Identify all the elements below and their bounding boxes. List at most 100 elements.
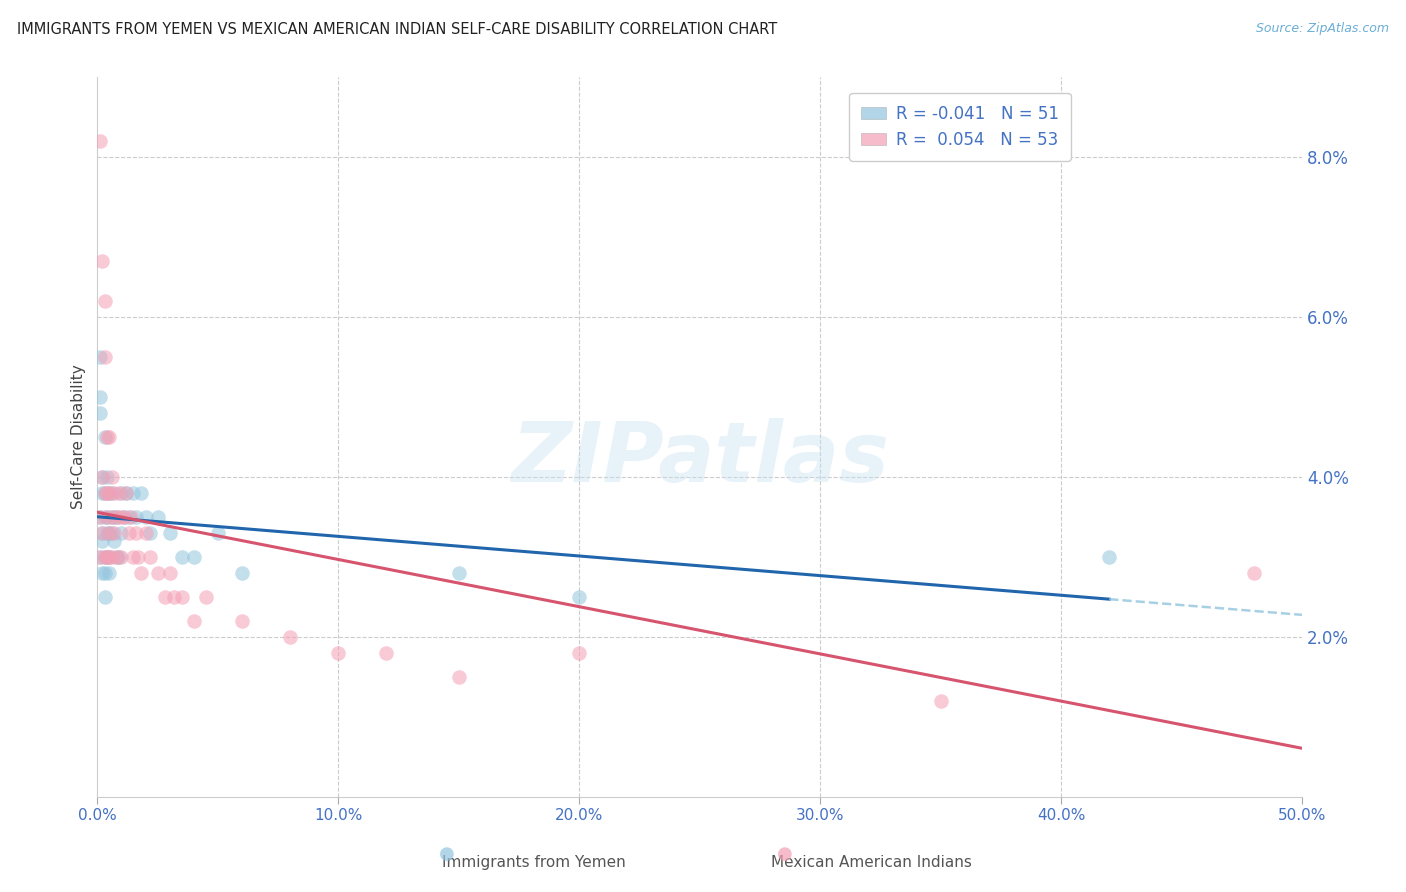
Point — [278, 630, 301, 644]
Point — [98, 566, 121, 580]
Point — [170, 590, 193, 604]
Point — [101, 525, 124, 540]
Point — [447, 566, 470, 580]
Point — [101, 549, 124, 564]
Point — [183, 549, 205, 564]
Point — [105, 510, 128, 524]
Point — [135, 510, 157, 524]
Point — [146, 566, 169, 580]
Point — [110, 510, 132, 524]
Point — [93, 294, 115, 309]
Point — [125, 510, 148, 524]
Point — [91, 525, 114, 540]
Point — [101, 486, 124, 500]
Point — [93, 549, 115, 564]
Point — [115, 486, 138, 500]
Point — [96, 470, 118, 484]
Point — [93, 510, 115, 524]
Point — [93, 486, 115, 500]
Point — [108, 486, 131, 500]
Point — [89, 350, 111, 364]
Y-axis label: Self-Care Disability: Self-Care Disability — [72, 365, 86, 509]
Text: IMMIGRANTS FROM YEMEN VS MEXICAN AMERICAN INDIAN SELF-CARE DISABILITY CORRELATIO: IMMIGRANTS FROM YEMEN VS MEXICAN AMERICA… — [17, 22, 778, 37]
Point — [129, 566, 152, 580]
Text: Mexican American Indians: Mexican American Indians — [772, 855, 972, 870]
Point — [135, 525, 157, 540]
Point — [98, 549, 121, 564]
Point — [170, 549, 193, 564]
Point — [103, 525, 125, 540]
Point — [89, 406, 111, 420]
Point — [93, 350, 115, 364]
Point — [96, 486, 118, 500]
Point — [98, 525, 121, 540]
Point — [91, 486, 114, 500]
Point — [112, 510, 135, 524]
Point — [139, 525, 162, 540]
Text: Source: ZipAtlas.com: Source: ZipAtlas.com — [1256, 22, 1389, 36]
Point — [568, 590, 591, 604]
Point — [98, 430, 121, 444]
Point — [91, 566, 114, 580]
Point — [122, 549, 145, 564]
Point — [110, 525, 132, 540]
Point — [98, 525, 121, 540]
Point — [98, 486, 121, 500]
Point — [93, 486, 115, 500]
Point — [103, 486, 125, 500]
Text: Immigrants from Yemen: Immigrants from Yemen — [443, 855, 626, 870]
Point — [127, 549, 149, 564]
Point — [108, 549, 131, 564]
Point — [91, 470, 114, 484]
Point — [91, 470, 114, 484]
Point — [146, 510, 169, 524]
Point — [89, 510, 111, 524]
Point — [568, 646, 591, 660]
Point — [112, 510, 135, 524]
Point — [159, 525, 181, 540]
Point — [96, 549, 118, 564]
Point — [110, 549, 132, 564]
Point — [101, 510, 124, 524]
Point — [101, 510, 124, 524]
Point — [118, 510, 141, 524]
Point — [91, 533, 114, 548]
Point — [89, 510, 111, 524]
Point — [91, 254, 114, 268]
Point — [183, 614, 205, 628]
Point — [96, 510, 118, 524]
Point — [93, 590, 115, 604]
Point — [105, 510, 128, 524]
Point — [96, 430, 118, 444]
Text: ●: ● — [439, 846, 456, 863]
Legend: R = -0.041   N = 51, R =  0.054   N = 53: R = -0.041 N = 51, R = 0.054 N = 53 — [849, 93, 1071, 161]
Point — [105, 549, 128, 564]
Text: ZIPatlas: ZIPatlas — [510, 418, 889, 500]
Point — [91, 525, 114, 540]
Point — [122, 486, 145, 500]
Point — [139, 549, 162, 564]
Point — [207, 525, 229, 540]
Point — [1098, 549, 1121, 564]
Point — [118, 525, 141, 540]
Point — [101, 470, 124, 484]
Point — [93, 430, 115, 444]
Point — [115, 486, 138, 500]
Point — [96, 549, 118, 564]
Point — [328, 646, 350, 660]
Point — [98, 549, 121, 564]
Point — [93, 549, 115, 564]
Point — [231, 614, 253, 628]
Point — [103, 533, 125, 548]
Point — [159, 566, 181, 580]
Point — [447, 670, 470, 684]
Point — [89, 134, 111, 148]
Point — [89, 549, 111, 564]
Point — [163, 590, 186, 604]
Point — [93, 566, 115, 580]
Point — [103, 510, 125, 524]
Point — [120, 510, 142, 524]
Point — [929, 694, 952, 708]
Point — [89, 549, 111, 564]
Point — [105, 549, 128, 564]
